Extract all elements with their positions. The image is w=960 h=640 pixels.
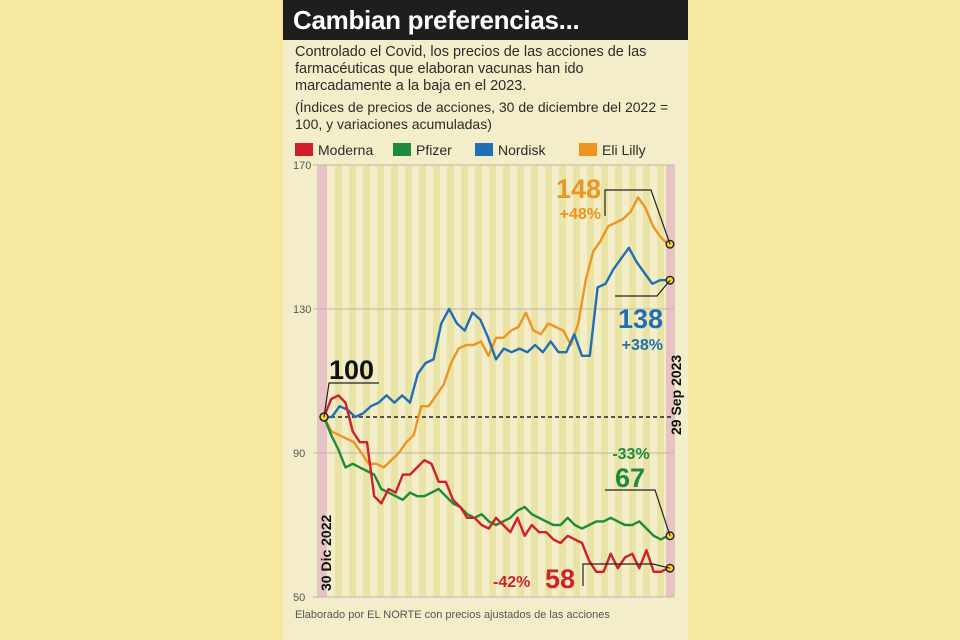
base-callout-leader xyxy=(323,382,379,418)
moderna-change: -42% xyxy=(493,574,530,591)
grid-stripe xyxy=(601,165,608,597)
grid-stripe xyxy=(657,165,664,597)
end-date-label: 29 Sep 2023 xyxy=(668,355,684,435)
legend-label-eli-lilly: Eli Lilly xyxy=(602,142,646,158)
grid-stripe xyxy=(531,165,538,597)
infographic-card: Cambian preferencias... Controlado el Co… xyxy=(283,0,688,640)
line-chart: 170 130 90 50 100 148 +48% 138 +38% -33%67 58 -42% 3… xyxy=(293,160,684,604)
legend-swatch-eli-lilly xyxy=(579,143,597,156)
chart-subtitle: Controlado el Covid, los precios de las … xyxy=(295,44,647,94)
y-tick-label: 90 xyxy=(293,448,305,460)
series-line-moderna xyxy=(322,394,669,573)
end-date-band xyxy=(666,165,675,597)
grid-stripe xyxy=(545,165,552,597)
nordisk-callout-leader xyxy=(615,279,671,297)
grid-stripe xyxy=(573,165,580,597)
legend-swatch-moderna xyxy=(295,143,313,156)
grid-stripe xyxy=(419,165,426,597)
grid-stripe xyxy=(629,165,636,597)
legend-swatch-nordisk xyxy=(475,143,493,156)
legend-swatch-pfizer xyxy=(393,143,411,156)
plot-background xyxy=(313,164,675,598)
eli-lilly-change: +48% xyxy=(560,206,601,223)
grid-stripe xyxy=(559,165,566,597)
series-line-pfizer xyxy=(322,416,669,541)
grid-stripe xyxy=(447,165,454,597)
moderna-callout-leader xyxy=(582,563,671,586)
y-tick-label: 170 xyxy=(293,160,311,172)
grid-stripe xyxy=(391,165,398,597)
grid-stripe xyxy=(405,165,412,597)
grid-stripe xyxy=(335,165,342,597)
pfizer-callout-leader xyxy=(605,489,671,536)
legend-label-pfizer: Pfizer xyxy=(416,142,452,158)
nordisk-end-value: 138 xyxy=(618,304,663,334)
grid-stripe xyxy=(349,165,356,597)
moderna-end-value: 58 xyxy=(545,564,575,594)
grid-stripe xyxy=(461,165,468,597)
pfizer-change: -33% xyxy=(612,446,649,463)
grid-stripe xyxy=(377,165,384,597)
eli-lilly-callout-leader xyxy=(604,189,671,245)
footer-credit: Elaborado por EL NORTE con precios ajust… xyxy=(295,609,610,621)
y-tick-label: 130 xyxy=(293,304,311,316)
grid-stripe xyxy=(489,165,496,597)
grid-stripe xyxy=(517,165,524,597)
nordisk-change: +38% xyxy=(622,337,663,354)
eli-lilly-end-value: 148 xyxy=(556,174,601,204)
base-value-label: 100 xyxy=(329,355,374,385)
start-date-band xyxy=(317,165,327,597)
grid-stripe xyxy=(587,165,594,597)
grid-stripe xyxy=(503,165,510,597)
series-line-nordisk xyxy=(324,246,668,419)
pfizer-end-value: 67 xyxy=(615,463,645,493)
legend-label-nordisk: Nordisk xyxy=(498,142,546,158)
chart-note: (Índices de precios de acciones, 30 de d… xyxy=(295,99,669,132)
grid-stripe xyxy=(363,165,370,597)
grid-stripe xyxy=(643,165,650,597)
series-line-eli-lilly xyxy=(322,196,669,469)
start-date-label: 30 Dic 2022 xyxy=(318,515,334,591)
legend: Moderna Pfizer Nordisk Eli Lilly xyxy=(295,141,685,159)
grid-stripe xyxy=(615,165,622,597)
y-tick-label: 50 xyxy=(293,592,305,604)
legend-label-moderna: Moderna xyxy=(318,142,374,158)
chart-title: Cambian preferencias... xyxy=(283,0,688,40)
grid-stripe xyxy=(475,165,482,597)
grid-stripe xyxy=(433,165,440,597)
